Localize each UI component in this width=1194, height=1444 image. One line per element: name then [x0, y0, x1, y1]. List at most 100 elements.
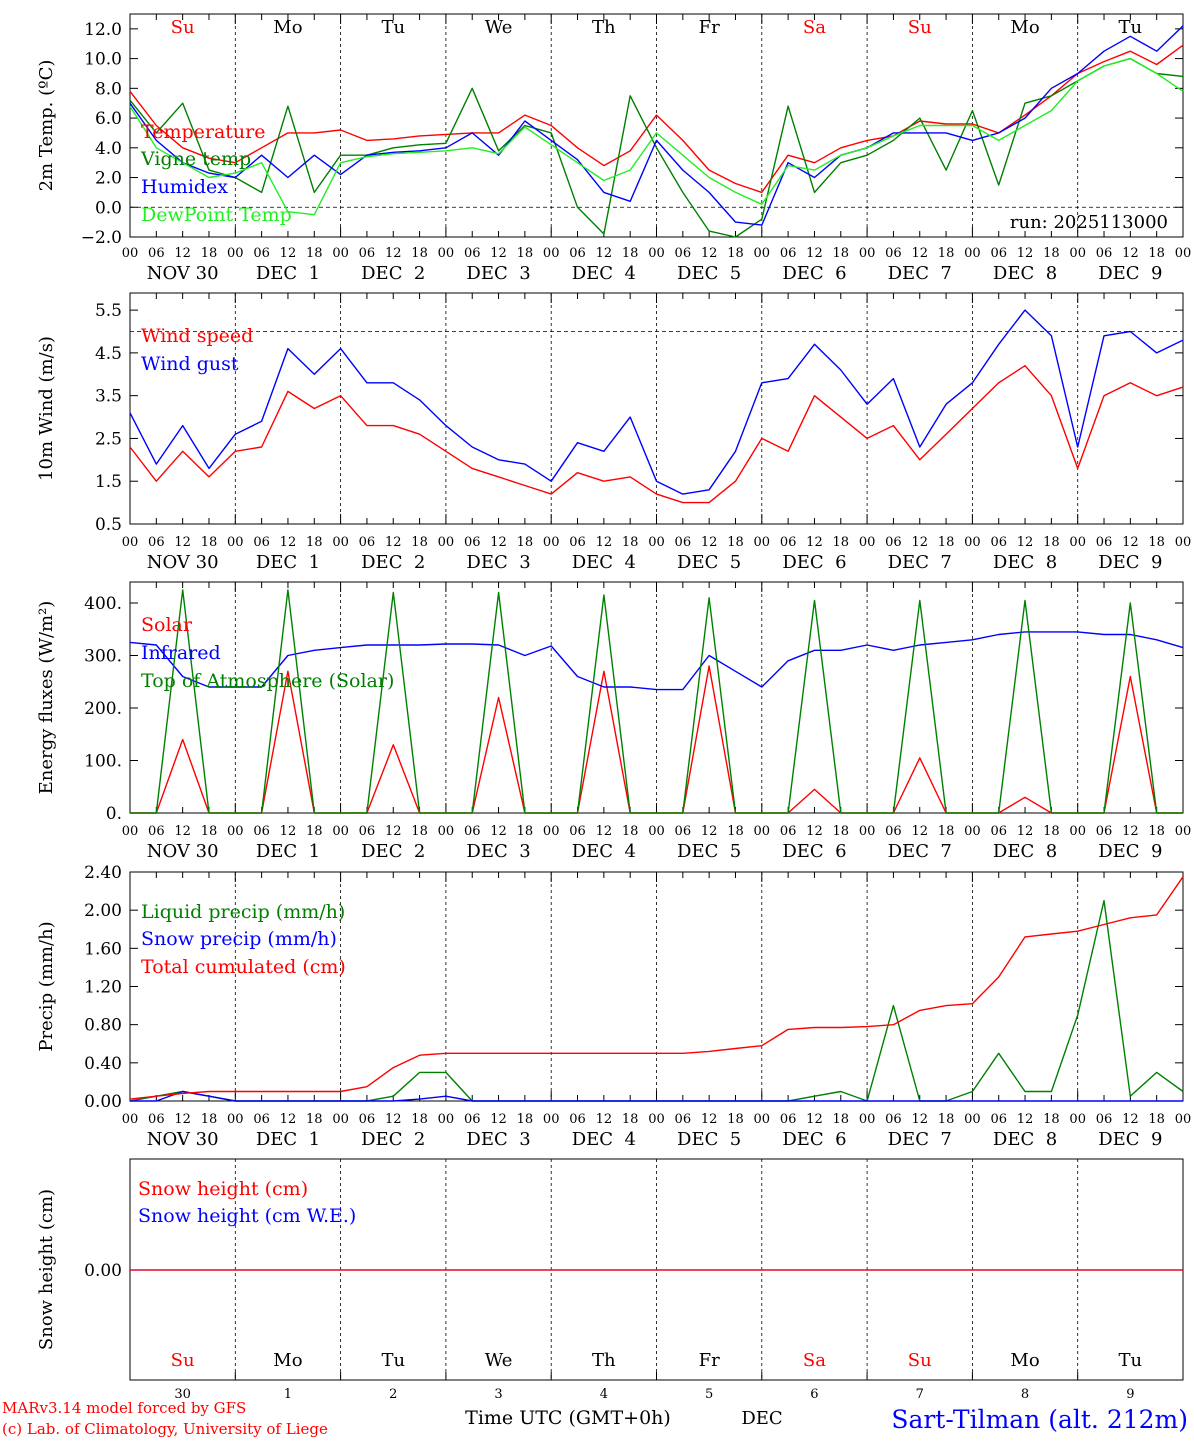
- date-label: DEC 8: [993, 552, 1057, 573]
- hour-label: 00: [122, 1112, 139, 1127]
- hour-label: 12: [385, 535, 402, 550]
- date-label: DEC 1: [256, 841, 320, 862]
- hour-label: 18: [1148, 824, 1165, 839]
- y-tick-label: 6.0: [95, 109, 122, 129]
- date-label: DEC 6: [782, 841, 846, 862]
- hour-label: 06: [990, 246, 1007, 261]
- date-label: DEC 9: [1098, 552, 1162, 573]
- hour-label: 00: [964, 1112, 981, 1127]
- y-tick-label: 0.80: [84, 1016, 122, 1036]
- hour-label: 12: [174, 246, 191, 261]
- legend-entry: Wind gust: [141, 353, 239, 375]
- hour-label: 00: [122, 535, 139, 550]
- hour-label: 06: [464, 246, 481, 261]
- hour-label: 00: [543, 535, 560, 550]
- series-line-wind-speed: [129, 365, 1184, 504]
- hour-label: 00: [543, 246, 560, 261]
- y-tick-label: −2.0: [81, 228, 122, 248]
- hour-label: 12: [174, 1112, 191, 1127]
- y-tick-label: 1.5: [95, 472, 122, 492]
- y-tick-label: 2.5: [95, 429, 122, 449]
- day-label: Su: [171, 1350, 195, 1371]
- hour-label: 18: [517, 535, 534, 550]
- day-number: 3: [494, 1387, 502, 1402]
- hour-label: 06: [359, 246, 376, 261]
- hour-label: 12: [1017, 1112, 1034, 1127]
- hour-label: 06: [1096, 535, 1113, 550]
- date-label: DEC 7: [888, 552, 952, 573]
- hour-label: 06: [359, 824, 376, 839]
- hour-label: 00: [227, 1112, 244, 1127]
- hour-label: 18: [727, 1112, 744, 1127]
- hour-label: 00: [754, 824, 771, 839]
- y-axis-title: 10m Wind (m/s): [36, 336, 57, 481]
- series-line-wind-gust: [129, 309, 1184, 495]
- hour-label: 18: [306, 535, 323, 550]
- hour-label: 00: [754, 246, 771, 261]
- hour-label: 18: [517, 824, 534, 839]
- hour-label: 06: [675, 824, 692, 839]
- hour-label: 00: [1069, 535, 1086, 550]
- hour-label: 12: [911, 246, 928, 261]
- day-number: 5: [705, 1387, 713, 1402]
- hour-label: 00: [1175, 246, 1192, 261]
- hour-label: 12: [1017, 535, 1034, 550]
- y-tick-label: 0.00: [84, 1092, 122, 1112]
- hour-label: 00: [859, 535, 876, 550]
- y-tick-label: 2.0: [95, 169, 122, 189]
- day-label: Th: [592, 17, 616, 38]
- hour-label: 18: [306, 1112, 323, 1127]
- hour-label: 12: [1122, 535, 1139, 550]
- day-label: Su: [171, 17, 195, 38]
- date-label: DEC 2: [361, 1129, 425, 1150]
- date-label: DEC 7: [888, 841, 952, 862]
- hour-label: 00: [1069, 1112, 1086, 1127]
- date-label: DEC 6: [782, 552, 846, 573]
- legend-entry: Snow height (cm): [138, 1178, 308, 1200]
- hour-label: 06: [148, 1112, 165, 1127]
- hour-label: 06: [675, 535, 692, 550]
- hour-label: 00: [438, 824, 455, 839]
- hour-label: 18: [306, 246, 323, 261]
- hour-label: 12: [280, 824, 297, 839]
- hour-label: 12: [701, 535, 718, 550]
- hour-label: 06: [780, 824, 797, 839]
- date-label: DEC 4: [572, 552, 636, 573]
- hour-label: 12: [911, 535, 928, 550]
- hour-label: 06: [359, 1112, 376, 1127]
- hour-label: 18: [622, 824, 639, 839]
- series-line-top-of-atmosphere-solar-: [130, 589, 1183, 814]
- y-tick-label: 10.0: [84, 50, 122, 70]
- date-label: DEC 4: [572, 263, 636, 284]
- hour-label: 18: [411, 535, 428, 550]
- lab-credit: (c) Lab. of Climatology, University of L…: [2, 1420, 328, 1438]
- hour-label: 06: [253, 535, 270, 550]
- panel-1: [129, 13, 1184, 238]
- date-label: DEC 2: [361, 841, 425, 862]
- series-line-dewpoint-temp: [129, 57, 1184, 216]
- hour-label: 00: [1175, 535, 1192, 550]
- y-tick-label: 0.5: [95, 515, 122, 535]
- hour-label: 00: [859, 246, 876, 261]
- hour-label: 18: [622, 246, 639, 261]
- hour-label: 00: [122, 246, 139, 261]
- y-tick-label: 1.60: [84, 939, 122, 959]
- hour-label: 06: [885, 535, 902, 550]
- y-tick-label: 1.20: [84, 978, 122, 998]
- series-line-snow-precip-mm-h-: [130, 1090, 1183, 1102]
- y-tick-label: 3.5: [95, 387, 122, 407]
- hour-label: 00: [1069, 824, 1086, 839]
- hour-label: 18: [1148, 1112, 1165, 1127]
- date-label: DEC 1: [256, 552, 320, 573]
- hour-label: 12: [806, 246, 823, 261]
- hour-label: 00: [332, 824, 349, 839]
- hour-label: 12: [701, 246, 718, 261]
- date-label: DEC 7: [888, 1129, 952, 1150]
- legend-entry: Snow precip (mm/h): [141, 928, 337, 950]
- hour-label: 18: [517, 1112, 534, 1127]
- y-tick-label: 200.: [84, 699, 122, 719]
- day-label: Su: [908, 1350, 932, 1371]
- day-label: Su: [908, 17, 932, 38]
- hour-label: 00: [543, 1112, 560, 1127]
- hour-label: 18: [411, 824, 428, 839]
